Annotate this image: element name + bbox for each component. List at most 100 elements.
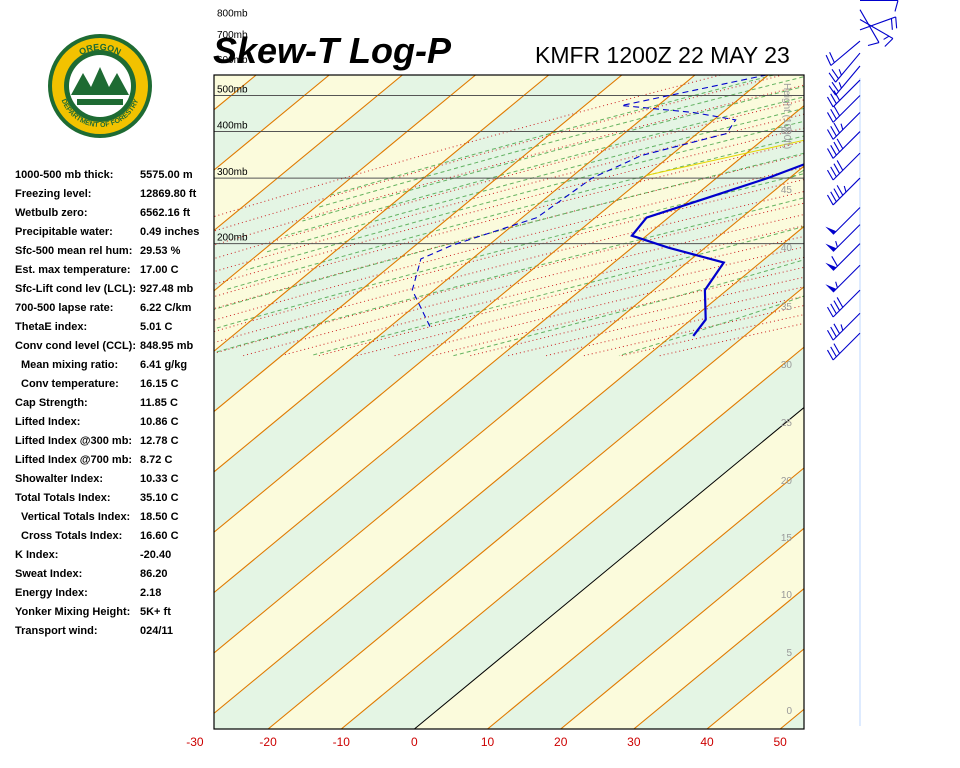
- index-label: Cap Strength:: [15, 397, 88, 409]
- index-label: Est. max temperature:: [15, 264, 131, 276]
- index-row: Sfc-Lift cond lev (LCL): 927.48 mb: [15, 280, 215, 299]
- chart-title: Skew-T Log-P: [213, 30, 452, 71]
- index-row: Total Totals Index: 35.10 C: [15, 489, 215, 508]
- index-value: 0.49 inches: [140, 226, 200, 238]
- pressure-label: 700mb: [217, 30, 248, 41]
- index-label: Energy Index:: [15, 587, 88, 599]
- index-row: Est. max temperature: 17.00 C: [15, 261, 215, 280]
- x-tick-label: 50: [773, 735, 787, 749]
- index-row: K Index: -20.40: [15, 546, 215, 565]
- index-row: 1000-500 mb thick: 5575.00 m: [15, 166, 215, 185]
- index-row: Wetbulb zero: 6562.16 ft: [15, 204, 215, 223]
- index-label: Sweat Index:: [15, 568, 83, 580]
- index-label: 1000-500 mb thick:: [15, 169, 114, 181]
- x-tick-label: 0: [411, 735, 418, 749]
- index-value: 5K+ ft: [140, 606, 171, 618]
- pressure-label: 500mb: [217, 84, 248, 95]
- pressure-label: 400mb: [217, 121, 248, 132]
- index-label: Transport wind:: [15, 625, 98, 637]
- height-axis-label: Height (1000ft): [781, 83, 792, 149]
- pressure-label: 800mb: [217, 8, 248, 19]
- temperature-band: [214, 105, 804, 653]
- index-value: 12869.80 ft: [140, 188, 197, 200]
- isotherm: [214, 75, 550, 352]
- index-value: 5.01 C: [140, 321, 173, 333]
- isotherm: [779, 708, 804, 729]
- height-tick-label: 40: [781, 243, 793, 254]
- index-value: 17.00 C: [140, 264, 179, 276]
- index-value: 10.86 C: [140, 416, 179, 428]
- index-value: 29.53 %: [140, 245, 181, 257]
- oregon-forestry-logo: OREGON DEPARTMENT OF FORESTRY: [48, 34, 152, 138]
- index-label: Lifted Index @700 mb:: [15, 454, 133, 466]
- mixing-ratio-line: [790, 169, 804, 179]
- temperature-band: [214, 226, 804, 729]
- index-label: Yonker Mixing Height:: [15, 606, 131, 618]
- index-row: Cap Strength: 11.85 C: [15, 394, 215, 413]
- index-value: 927.48 mb: [140, 283, 194, 295]
- index-label: Sfc-Lift cond lev (LCL):: [15, 283, 136, 295]
- zero-isotherm: [414, 406, 804, 729]
- isotherm: [214, 75, 769, 533]
- isotherm: [340, 346, 804, 729]
- index-row: Sweat Index: 86.20: [15, 565, 215, 584]
- x-tick-label: 40: [700, 735, 714, 749]
- index-row: Conv cond level (CCL): 848.95 mb: [15, 337, 215, 356]
- isotherm: [0, 75, 183, 729]
- index-label: 700-500 lapse rate:: [15, 302, 114, 314]
- logo-text-top: OREGON: [77, 42, 122, 57]
- index-row: Energy Index: 2.18: [15, 584, 215, 603]
- temperature-band: [780, 709, 804, 729]
- moist-adiabat: [285, 96, 804, 237]
- height-tick-label: 20: [781, 476, 793, 487]
- index-value: 12.78 C: [140, 435, 179, 447]
- isotherm: [633, 587, 804, 729]
- x-tick-label: -20: [259, 735, 277, 749]
- moist-adiabat: [214, 197, 804, 354]
- height-tick-label: 50: [781, 126, 793, 137]
- index-label: Lifted Index @300 mb:: [15, 435, 133, 447]
- mixing-ratio-label: 0.4: [813, 149, 832, 168]
- isotherm: [267, 286, 804, 729]
- index-row: Showalter Index: 10.33 C: [15, 470, 215, 489]
- index-value: 8.72 C: [140, 454, 173, 466]
- dry-adiabat: [214, 154, 804, 310]
- height-tick-label: 15: [781, 533, 793, 544]
- index-value: -20.40: [140, 549, 172, 561]
- isotherm: [853, 75, 960, 729]
- x-tick-label: -30: [186, 735, 204, 749]
- index-label: Sfc-500 mean rel hum:: [15, 245, 133, 257]
- moist-adiabat: [302, 85, 804, 222]
- height-tick-label: 45: [781, 185, 793, 196]
- index-label: Cross Totals Index:: [21, 530, 123, 542]
- index-value: 16.15 C: [140, 378, 179, 390]
- index-row: 700-500 lapse rate: 6.22 C/km: [15, 299, 215, 318]
- index-label: ThetaE index:: [15, 321, 88, 333]
- x-tick-label: 30: [627, 735, 641, 749]
- index-value: 6.22 C/km: [140, 302, 192, 314]
- plot-frame: [213, 74, 805, 730]
- index-value: 16.60 C: [140, 530, 179, 542]
- index-value: 6.41 g/kg: [140, 359, 188, 371]
- index-row: Lifted Index @300 mb: 12.78 C: [15, 432, 215, 451]
- index-value: 18.50 C: [140, 511, 179, 523]
- mixing-ratio-label: 1: [881, 156, 894, 168]
- index-row: Vertical Totals Index: 18.50 C: [15, 508, 215, 527]
- index-label: Wetbulb zero:: [15, 207, 88, 219]
- index-value: 024/11: [140, 625, 174, 637]
- temperature-line: [630, 163, 804, 337]
- isotherm: [214, 105, 804, 594]
- x-tick-label: 10: [481, 735, 495, 749]
- svg-text:OREGON: OREGON: [77, 42, 122, 57]
- index-row: Lifted Index @700 mb: 8.72 C: [15, 451, 215, 470]
- temperature-band: [214, 166, 804, 714]
- isotherm: [214, 75, 403, 232]
- isotherm: [214, 225, 804, 714]
- index-value: 35.10 C: [140, 492, 179, 504]
- index-row: Mean mixing ratio: 6.41 g/kg: [15, 356, 215, 375]
- isotherm: [214, 75, 696, 473]
- index-label: Total Totals Index:: [15, 492, 111, 504]
- index-value: 10.33 C: [140, 473, 179, 485]
- mixing-ratio-line: [947, 0, 960, 178]
- index-value: 86.20: [140, 568, 168, 580]
